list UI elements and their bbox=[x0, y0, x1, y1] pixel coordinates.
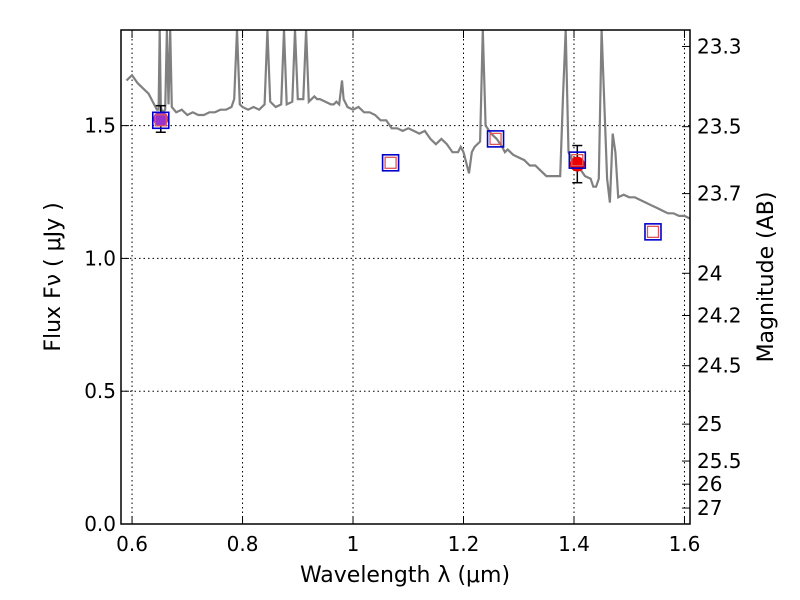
x-tick-label: 0.6 bbox=[116, 532, 148, 556]
y-tick-label: 1.0 bbox=[84, 246, 116, 270]
magnitude-tick-label: 25 bbox=[697, 412, 722, 436]
magnitude-tick-label: 23.3 bbox=[697, 34, 742, 58]
plot-area bbox=[125, 30, 690, 241]
model-photometry-square-red bbox=[154, 114, 167, 127]
y-tick-label: 1.5 bbox=[84, 114, 116, 138]
x-tick-label: 1.2 bbox=[448, 532, 480, 556]
magnitude-tick-label: 25.5 bbox=[697, 449, 742, 473]
magnitude-tick-label: 26 bbox=[697, 472, 722, 496]
magnitude-tick-label: 24.2 bbox=[697, 304, 742, 328]
x-axis-ticks: 0.6 0.8 1 1.2 1.4 1.6 bbox=[116, 30, 700, 556]
x-axis-label: Wavelength λ (μm) bbox=[300, 563, 510, 588]
x-tick-label: 1 bbox=[347, 532, 360, 556]
model-photometry-square-blue bbox=[644, 223, 662, 241]
magnitude-axis-label: Magnitude (AB) bbox=[754, 192, 779, 363]
x-tick-label: 1.6 bbox=[669, 532, 701, 556]
model-photometry-square-blue bbox=[568, 151, 587, 169]
model-spectrum-line bbox=[125, 30, 690, 220]
model-photometry-square-red bbox=[571, 153, 584, 167]
magnitude-tick-label: 23.5 bbox=[697, 115, 742, 139]
y-axis-ticks: 0.0 0.5 1.0 1.5 bbox=[84, 114, 129, 536]
model-photometry-square-red bbox=[384, 156, 397, 169]
photometry-markers bbox=[151, 104, 662, 241]
y-tick-label: 0.5 bbox=[84, 379, 116, 403]
model-photometry-square-red bbox=[646, 225, 660, 238]
x-tick-label: 1.4 bbox=[558, 532, 590, 556]
y-tick-label: 0.0 bbox=[84, 512, 116, 536]
model-photometry-square-blue bbox=[151, 111, 170, 130]
magnitude-tick-label: 24 bbox=[697, 261, 722, 285]
model-photometry-square-blue bbox=[486, 130, 505, 148]
plot-frame bbox=[120, 29, 691, 525]
x-tick-label: 0.8 bbox=[227, 532, 259, 556]
model-photometry-square-blue bbox=[381, 153, 400, 172]
model-photometry-square-red bbox=[489, 132, 502, 146]
magnitude-tick-label: 27 bbox=[697, 496, 722, 520]
magnitude-tick-label: 23.7 bbox=[697, 182, 742, 206]
grid-lines bbox=[121, 30, 690, 524]
magnitude-tick-label: 24.5 bbox=[697, 354, 742, 378]
y-axis-label: Flux Fν ( μJy ) bbox=[41, 202, 66, 351]
